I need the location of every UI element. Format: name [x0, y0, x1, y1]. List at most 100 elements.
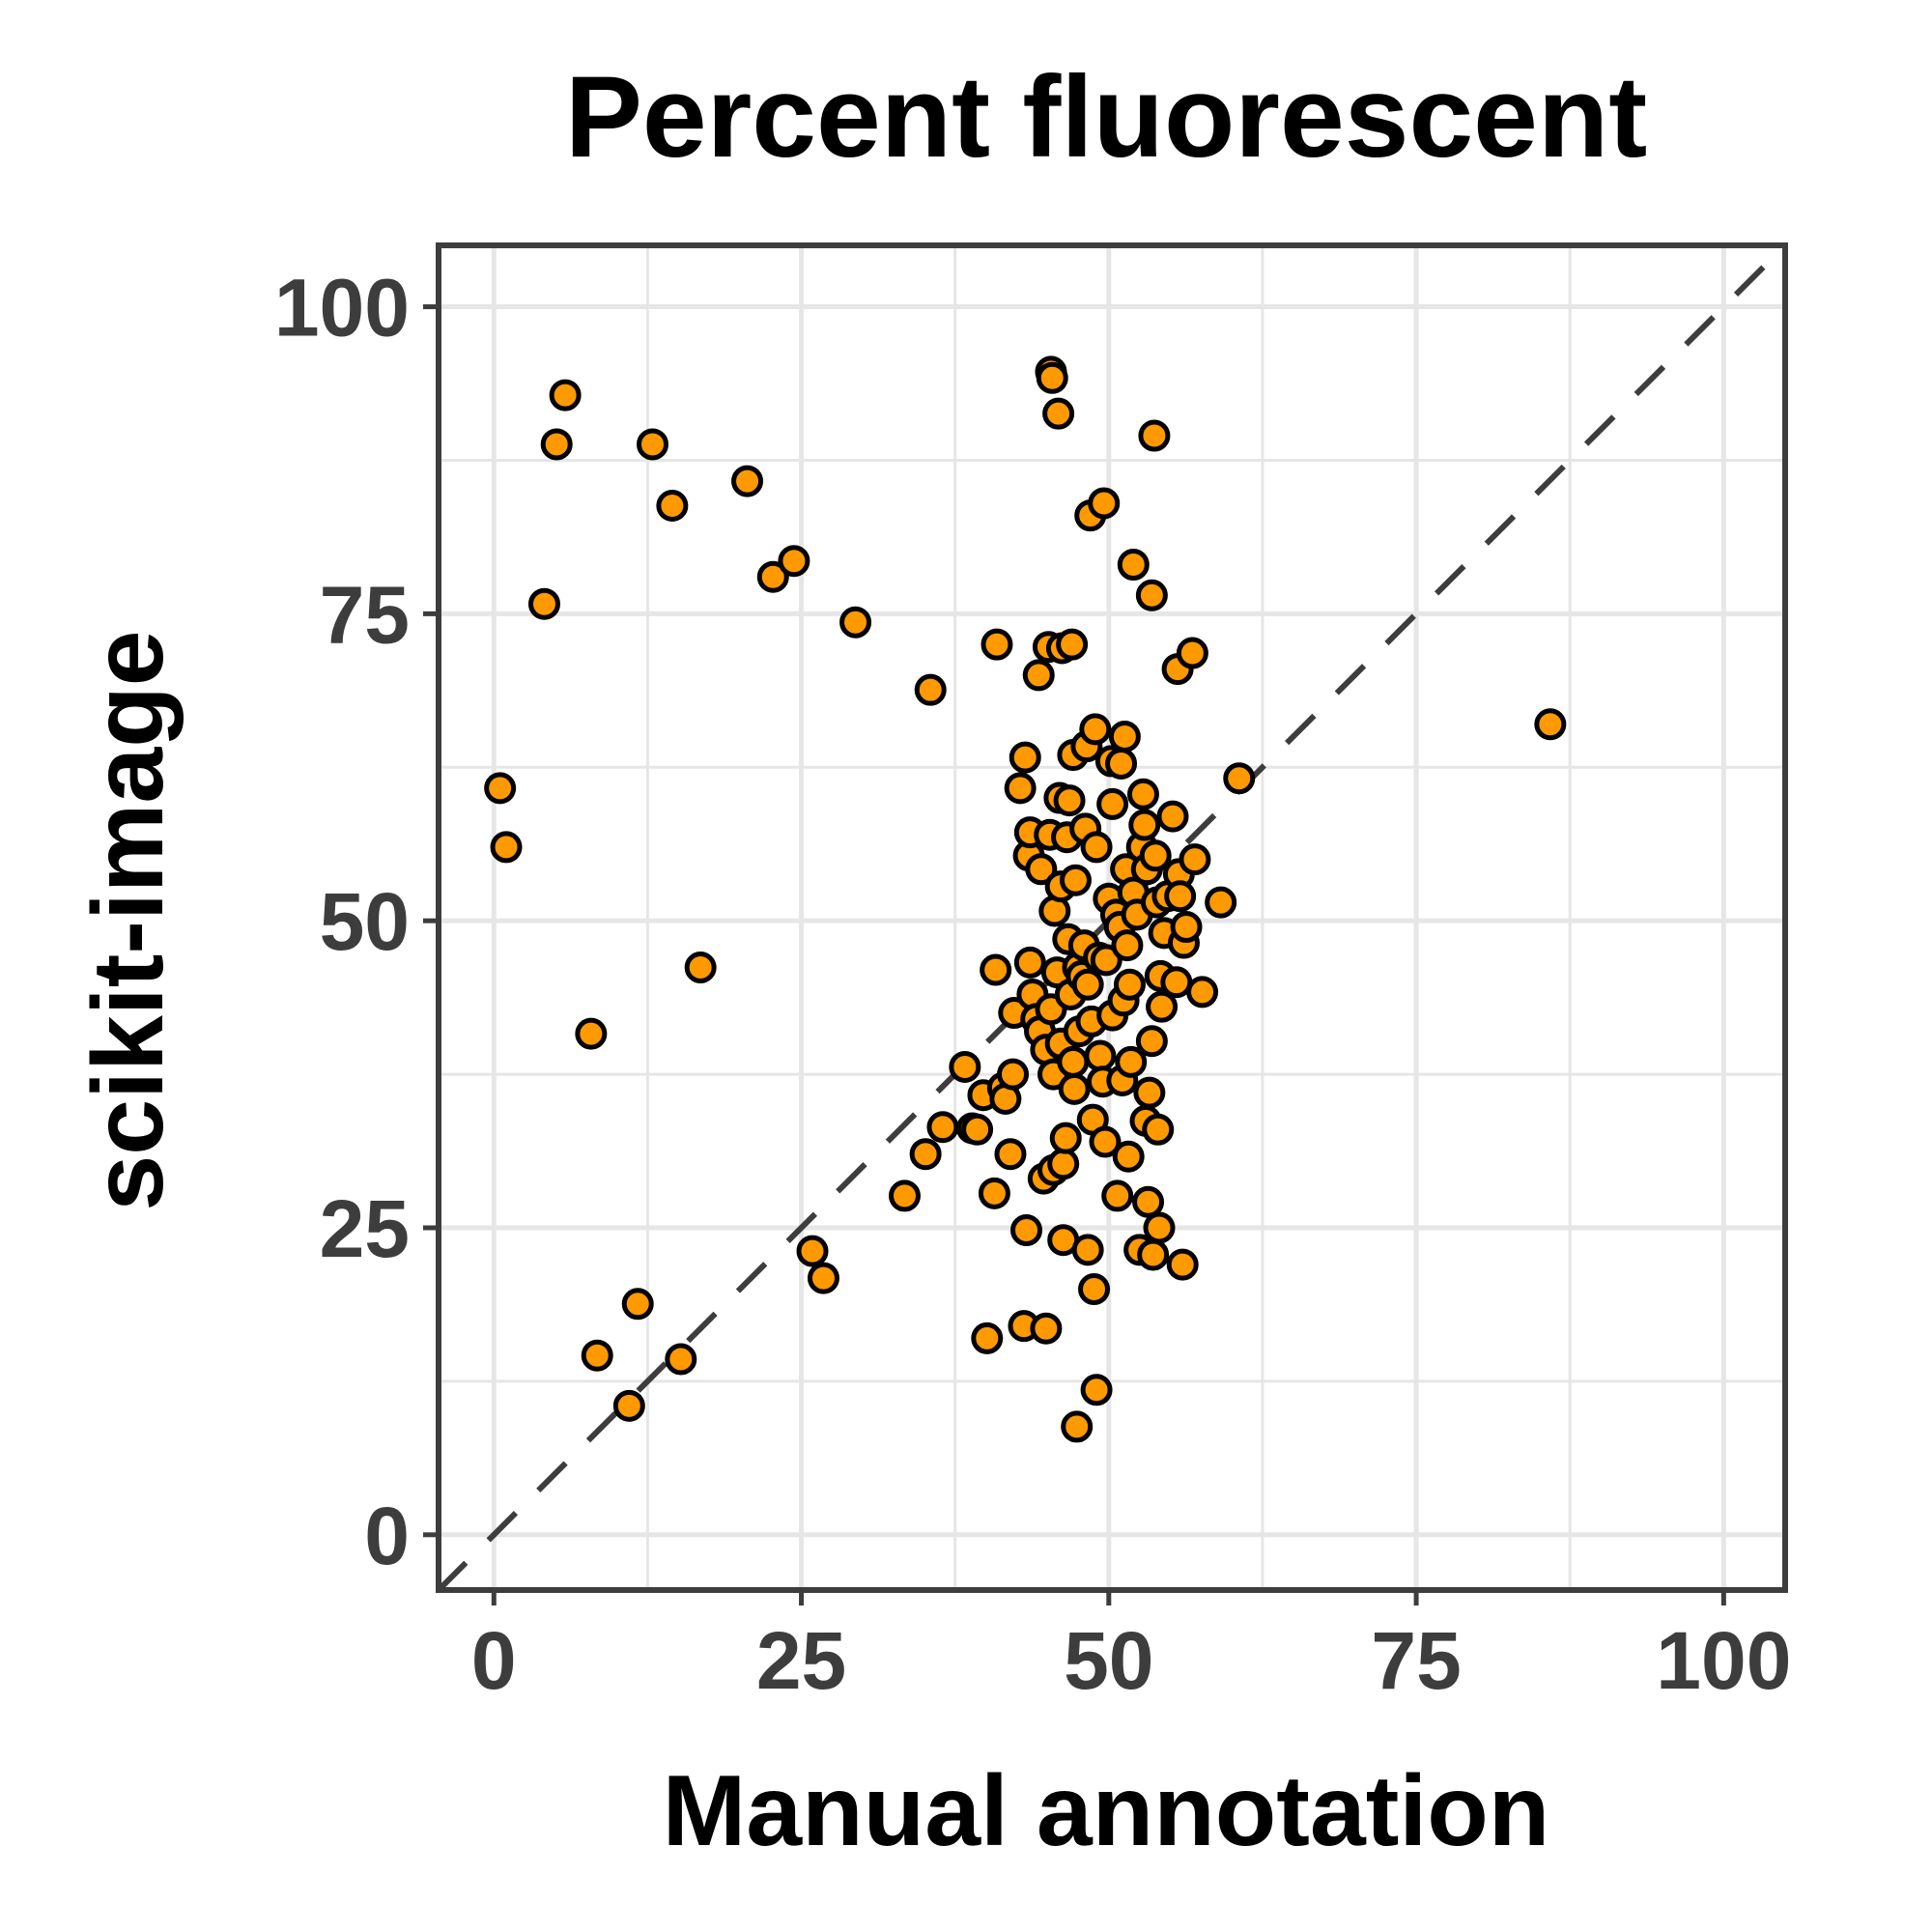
- x-tick-label: 0: [471, 1615, 517, 1706]
- data-point: [756, 560, 789, 593]
- data-point: [796, 1235, 829, 1267]
- data-point: [914, 673, 947, 706]
- chart-title: Percent fluorescent: [565, 52, 1647, 182]
- x-tick-label: 50: [1064, 1615, 1153, 1706]
- data-point: [637, 428, 669, 461]
- data-point: [1053, 784, 1086, 817]
- data-point: [1137, 1238, 1170, 1271]
- data-point: [978, 1177, 1010, 1209]
- x-axis-title: Manual annotation: [663, 1755, 1550, 1867]
- data-point: [1139, 839, 1172, 872]
- data-point: [807, 1262, 839, 1294]
- data-point: [1101, 1179, 1134, 1212]
- data-point: [1009, 741, 1041, 774]
- data-point: [1090, 944, 1122, 977]
- data-point: [1080, 831, 1113, 864]
- plot-frame: [436, 242, 1788, 1593]
- x-tick-label: 25: [756, 1615, 846, 1706]
- data-point: [1022, 659, 1055, 692]
- data-point: [1078, 1273, 1111, 1306]
- x-axis: 0 25 50 75 100: [471, 1590, 1791, 1706]
- data-point: [1135, 1025, 1168, 1058]
- data-point: [909, 1138, 942, 1171]
- data-point: [1138, 419, 1171, 452]
- data-point: [971, 1321, 1004, 1354]
- data-point: [1096, 787, 1129, 820]
- data-point: [665, 1343, 697, 1376]
- data-point: [1142, 1113, 1175, 1146]
- data-point: [1166, 1248, 1199, 1281]
- data-point: [1156, 800, 1189, 833]
- data-point: [1013, 946, 1046, 979]
- data-point: [575, 1017, 608, 1050]
- data-point: [1223, 762, 1256, 795]
- data-point: [1071, 968, 1104, 1001]
- y-tick-label: 0: [364, 1491, 410, 1581]
- data-point: [731, 465, 764, 497]
- data-point: [1061, 1410, 1094, 1443]
- data-point: [1111, 929, 1144, 962]
- data-point: [1164, 880, 1197, 913]
- data-point: [1108, 720, 1141, 753]
- data-point: [1084, 1039, 1117, 1072]
- data-point: [1105, 747, 1138, 780]
- data-point: [1089, 1125, 1122, 1158]
- data-point: [926, 1111, 959, 1144]
- data-point: [612, 1389, 645, 1422]
- data-point: [1146, 990, 1179, 1023]
- data-point: [980, 628, 1013, 661]
- data-point: [1133, 1076, 1166, 1109]
- data-point: [1117, 549, 1150, 582]
- data-point: [1080, 1374, 1113, 1406]
- data-point: [1025, 853, 1058, 886]
- data-point: [1176, 637, 1208, 669]
- data-point: [1088, 487, 1121, 520]
- grid: [439, 245, 1785, 1590]
- data-point: [1030, 1312, 1063, 1345]
- data-points: [484, 355, 1567, 1443]
- data-point: [1058, 1072, 1091, 1105]
- data-point: [540, 428, 573, 461]
- data-point: [1135, 579, 1168, 611]
- data-point: [1004, 772, 1037, 805]
- data-point: [549, 379, 582, 412]
- x-tick-label: 100: [1656, 1615, 1791, 1706]
- data-point: [656, 490, 689, 523]
- data-point: [1186, 976, 1219, 1009]
- y-tick-label: 75: [320, 569, 410, 660]
- data-point: [1036, 361, 1068, 394]
- data-point: [1115, 1045, 1148, 1078]
- data-point: [994, 1138, 1027, 1171]
- data-point: [490, 831, 523, 864]
- data-point: [1205, 886, 1237, 919]
- data-point: [1143, 1211, 1176, 1244]
- y-tick-label: 25: [320, 1183, 410, 1274]
- data-point: [839, 606, 872, 639]
- data-point: [1056, 628, 1089, 661]
- data-point: [621, 1288, 654, 1321]
- data-point: [484, 772, 517, 805]
- data-point: [1042, 397, 1075, 430]
- data-point: [1179, 843, 1211, 876]
- data-point: [1112, 1140, 1145, 1173]
- data-point: [1057, 1045, 1090, 1078]
- data-point: [949, 1050, 981, 1083]
- data-point: [997, 1058, 1030, 1091]
- data-point: [1059, 864, 1092, 896]
- y-axis: 0 25 50 75 100: [274, 263, 439, 1581]
- x-tick-label: 75: [1371, 1615, 1461, 1706]
- data-point: [1534, 708, 1567, 741]
- data-point: [581, 1339, 613, 1372]
- data-point: [1049, 1122, 1082, 1154]
- data-point: [1047, 1148, 1080, 1180]
- data-point: [1170, 911, 1203, 944]
- data-point: [1113, 968, 1146, 1001]
- data-point: [1010, 1214, 1043, 1247]
- data-point: [1126, 778, 1159, 810]
- data-point: [1071, 1234, 1104, 1266]
- data-point: [1132, 1185, 1165, 1218]
- data-point: [778, 545, 810, 578]
- y-tick-label: 50: [320, 876, 410, 967]
- data-point: [888, 1179, 921, 1212]
